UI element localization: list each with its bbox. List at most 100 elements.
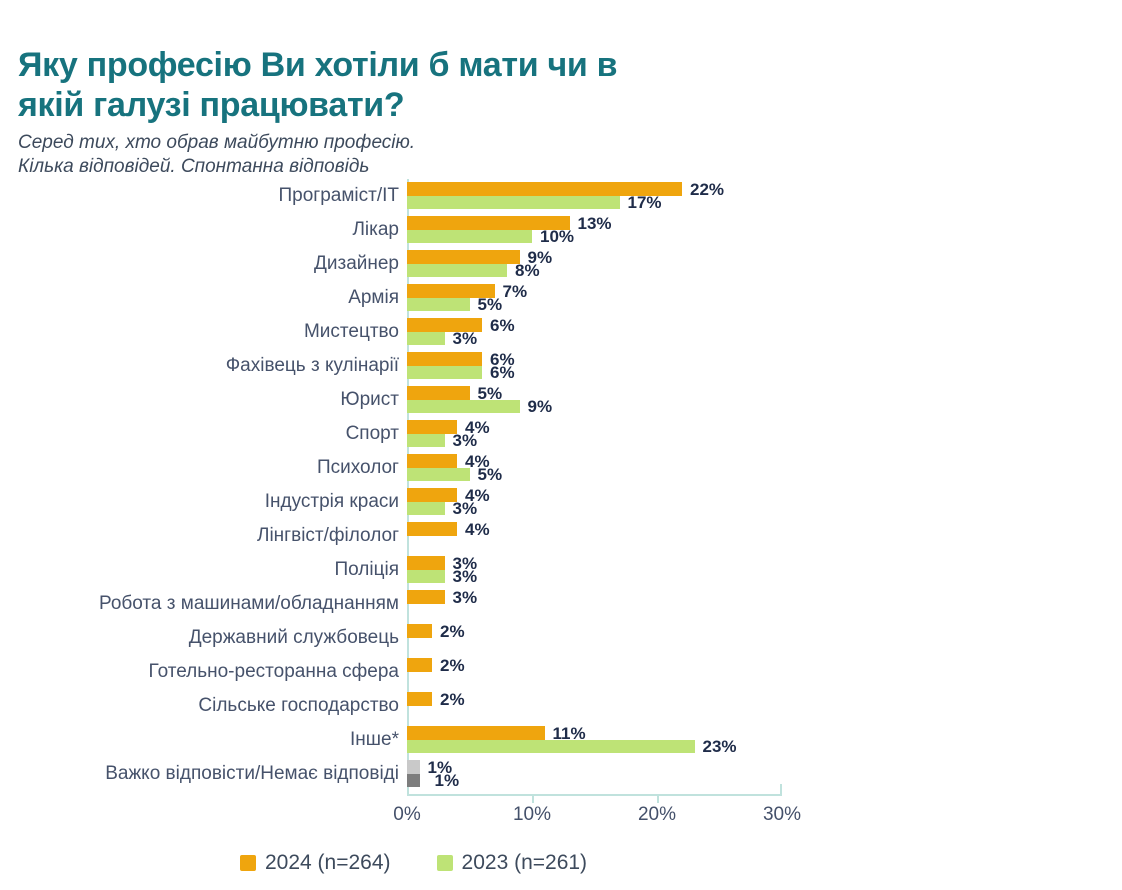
chart-row: Психолог 4% 5% — [18, 453, 1108, 488]
axis-tick-20 — [657, 796, 659, 803]
bar-line: 6% — [407, 349, 515, 369]
bar-line: 17% — [407, 193, 724, 212]
category-label: Лікар — [352, 219, 399, 240]
bar-line: 23% — [407, 738, 737, 755]
value-label: 1% — [434, 771, 460, 790]
bar-2024 — [407, 624, 432, 638]
bar-line: 3% — [407, 587, 478, 607]
value-label: 9% — [527, 247, 553, 267]
bar-line: 6% — [407, 363, 515, 382]
value-label: 4% — [465, 417, 490, 437]
bar-group: 4% 3% — [407, 485, 490, 517]
bar-2023 — [407, 196, 620, 209]
bar-2023 — [407, 400, 520, 413]
bar-line: 1% — [407, 757, 459, 777]
bar-group: 22% 17% — [407, 181, 724, 212]
x-tick-label: 0% — [393, 804, 421, 825]
value-label: 1% — [427, 757, 453, 777]
legend-item: 2024 (n=264) — [240, 851, 391, 875]
category-label: Індустрія краси — [264, 491, 399, 512]
value-label: 6% — [490, 349, 515, 369]
bar-2023 — [407, 332, 445, 345]
value-label: 3% — [452, 587, 478, 607]
bar-line: 4% — [407, 485, 490, 505]
bar-2023 — [407, 264, 507, 277]
legend-swatch-icon — [240, 855, 256, 871]
category-label: Державний службовець — [188, 627, 399, 648]
bar-2023 — [407, 570, 445, 583]
axis-tick-10 — [532, 796, 534, 803]
page-title: Яку професію Ви хотіли б мати чи в якій … — [18, 45, 818, 125]
chart-subtitle: Серед тих, хто обрав майбутню професію. … — [18, 131, 718, 179]
x-axis-tick-labels: 0% 10% 20% 30% — [18, 804, 1108, 830]
legend-swatch-icon — [436, 855, 453, 871]
bar-2024 — [407, 760, 420, 774]
bar-line: 11% — [407, 723, 737, 743]
bar-group: 2% — [407, 623, 465, 640]
bar-group: 6% 3% — [407, 317, 515, 348]
value-label: 4% — [465, 485, 490, 505]
chart-subtitle-line-2: Кілька відповідей. Спонтанна відповідь — [18, 156, 370, 177]
category-label: Інше* — [350, 729, 399, 750]
bar-line: 13% — [407, 215, 612, 232]
value-label: 3% — [452, 329, 478, 348]
chart-row: Поліція 3% 3% — [18, 555, 1108, 590]
bar-line: 4% — [407, 453, 502, 470]
category-label: Фахівець з кулінарії — [225, 355, 399, 376]
value-label: 9% — [527, 397, 553, 416]
value-label: 17% — [627, 193, 662, 212]
bar-chart: Програміст/ІТ 22% 17% Лікар 13% 10% Дизайнер 9%… — [18, 179, 1108, 842]
category-label: Юрист — [340, 389, 399, 410]
bar-2024 — [407, 454, 457, 468]
value-label: 10% — [540, 227, 575, 246]
bar-line: 10% — [407, 227, 612, 246]
category-label: Дизайнер — [314, 253, 399, 274]
chart-row: Готельно-ресторанна сфера 2% — [18, 655, 1108, 692]
bar-2024 — [407, 726, 545, 740]
bar-line: 3% — [407, 431, 490, 450]
value-label: 3% — [452, 567, 478, 586]
value-label: 2% — [440, 689, 465, 709]
bar-group: 4% — [407, 519, 490, 539]
bar-group: 11% 23% — [407, 723, 737, 755]
bar-2024 — [407, 420, 457, 434]
category-label: Лінгвіст/філолог — [256, 525, 399, 546]
bar-group: 3% 3% — [407, 555, 478, 586]
chart-row: Фахівець з кулінарії 6% 6% — [18, 349, 1108, 386]
value-label: 5% — [477, 295, 503, 314]
bar-line: 3% — [407, 567, 478, 586]
category-label: Армія — [348, 287, 399, 308]
page-title-line-1: Яку професію Ви хотіли б мати чи в — [18, 45, 618, 84]
x-tick-label: 30% — [762, 804, 802, 825]
legend-label: 2024 (n=264) — [265, 851, 391, 874]
value-label: 4% — [465, 519, 490, 539]
value-label: 2% — [440, 655, 465, 675]
bar-group: 13% 10% — [407, 215, 612, 246]
bar-2024 — [407, 556, 445, 570]
bar-2023 — [407, 230, 532, 243]
category-label: Готельно-ресторанна сфера — [148, 661, 399, 682]
bar-line: 2% — [407, 689, 465, 709]
chart-row: Важко відповісти/Немає відповіді 1% 1% — [18, 757, 1108, 794]
bar-2024 — [407, 692, 432, 706]
bar-2023 — [407, 434, 445, 447]
bar-group: 4% 5% — [407, 453, 502, 483]
bar-line: 4% — [407, 417, 490, 437]
bar-line: 5% — [407, 295, 527, 314]
value-label: 6% — [490, 363, 515, 382]
bar-group: 2% — [407, 689, 465, 709]
chart-row: Дизайнер 9% 8% — [18, 247, 1108, 284]
x-tick-label: 20% — [637, 804, 677, 825]
y-axis-line — [407, 179, 409, 796]
category-label: Робота з машинами/обладнанням — [99, 593, 399, 614]
x-tick-label: 10% — [512, 804, 552, 825]
chart-row: Спорт 4% 3% — [18, 417, 1108, 454]
bar-group: 4% 3% — [407, 417, 490, 450]
bar-line: 4% — [407, 519, 490, 539]
chart-row: Інше* 11% 23% — [18, 723, 1108, 760]
bar-line: 22% — [407, 181, 724, 198]
value-label: 3% — [452, 431, 478, 450]
chart-row: Державний службовець 2% — [18, 623, 1108, 658]
bar-line: 9% — [407, 247, 553, 267]
value-label: 11% — [552, 723, 586, 743]
